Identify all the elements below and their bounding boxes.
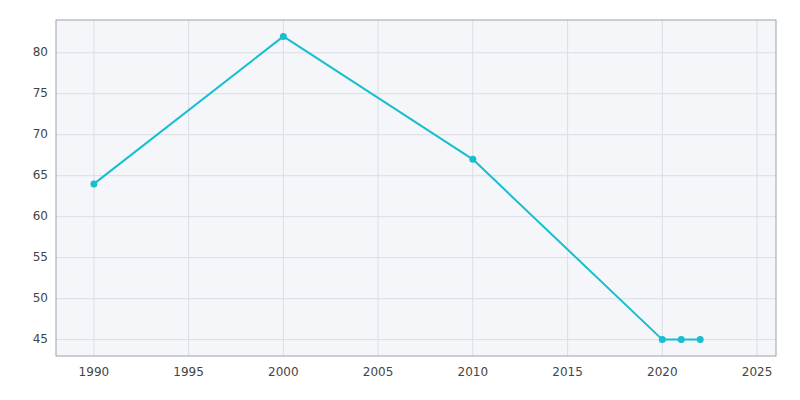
chart: 45 50 55 60 65 70 75 80 1990 1995 2000 2005 2010 2015… [0,0,800,400]
grid-line [567,20,568,356]
tick-label: 60 [33,209,48,223]
y-axis: 45 50 55 60 65 70 75 80 [33,45,776,346]
tick-label: 2000 [268,365,299,379]
tick-label: 1990 [79,365,110,379]
chart-container: 45 50 55 60 65 70 75 80 1990 1995 2000 2005 2010 2015… [0,0,800,400]
grid-line [56,134,776,135]
tick-label: 2025 [742,365,773,379]
point [659,336,666,343]
tick-label: 1995 [173,365,204,379]
grid-line [56,298,776,299]
x-axis: 1990 1995 2000 2005 2010 2015 2020 2025 [79,20,773,379]
grid-line [662,20,663,356]
tick-label: 70 [33,127,48,141]
grid-line [283,20,284,356]
tick-label: 2015 [552,365,583,379]
grid-line [188,20,189,356]
tick-label: 2005 [363,365,394,379]
grid-line [56,257,776,258]
point [469,156,476,163]
tick-label: 2010 [458,365,489,379]
tick-label: 45 [33,332,48,346]
plot-frame [56,20,776,356]
point [280,33,287,40]
tick-label: 50 [33,291,48,305]
point [697,336,704,343]
grid-line [56,93,776,94]
line [94,36,700,339]
tick-label: 55 [33,250,48,264]
grid-line [56,52,776,53]
grid-line [472,20,473,356]
tick-label: 80 [33,45,48,59]
point [678,336,685,343]
grid-line [757,20,758,356]
grid-line [93,20,94,356]
tick-label: 2020 [647,365,678,379]
plot-background [56,20,776,356]
tick-label: 65 [33,168,48,182]
grid-line [56,216,776,217]
grid-line [378,20,379,356]
grid-line [56,175,776,176]
series [90,33,703,343]
tick-label: 75 [33,86,48,100]
point [90,180,97,187]
